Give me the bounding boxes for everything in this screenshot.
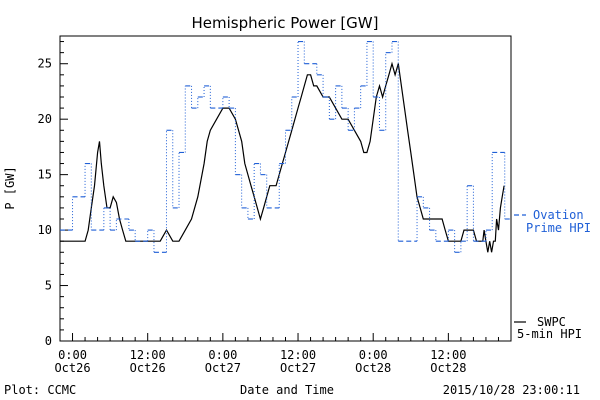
y-tick-label: 15 [38, 168, 52, 182]
legend-ovation-line2: Prime HPI [526, 221, 591, 235]
x-axis-label: Date and Time [240, 383, 334, 397]
y-tick-label: 25 [38, 57, 52, 71]
legend-swpc-line2: 5-min HPI [517, 327, 582, 341]
legend-ovation: Ovation Prime HPI [514, 208, 591, 235]
x-tick-time: 0:00 [58, 348, 87, 362]
legend-swpc-line1: SWPC [537, 315, 566, 329]
series-ovation-prime [60, 40, 511, 253]
x-tick-date: Oct26 [54, 361, 90, 375]
y-tick-label: 0 [45, 334, 52, 348]
x-tick-date: Oct28 [355, 361, 391, 375]
timestamp: 2015/10/28 23:00:11 [443, 383, 580, 397]
x-tick-date: Oct27 [280, 361, 316, 375]
y-tick-label: 20 [38, 112, 52, 126]
y-tick-label: 5 [45, 279, 52, 293]
series-swpc-line [60, 61, 505, 253]
x-tick-date: Oct26 [130, 361, 166, 375]
y-axis: 0 5 10 15 20 25 [38, 41, 68, 348]
plot-frame [59, 35, 512, 342]
x-axis: 0:00Oct2612:00Oct260:00Oct2712:00Oct270:… [54, 333, 512, 375]
x-tick-time: 0:00 [208, 348, 237, 362]
y-tick-label: 10 [38, 223, 52, 237]
plot-credit: Plot: CCMC [4, 383, 76, 397]
x-tick-time: 12:00 [130, 348, 166, 362]
chart-title: Hemispheric Power [GW] [192, 14, 379, 32]
x-tick-time: 12:00 [280, 348, 316, 362]
x-tick-time: 0:00 [359, 348, 388, 362]
legend-swpc: SWPC 5-min HPI [514, 315, 582, 341]
legend-ovation-line1: Ovation [533, 208, 584, 222]
x-tick-date: Oct27 [205, 361, 241, 375]
x-tick-time: 12:00 [430, 348, 466, 362]
x-tick-date: Oct28 [430, 361, 466, 375]
series-layer [60, 40, 511, 253]
y-axis-label: P [GW] [3, 166, 17, 209]
